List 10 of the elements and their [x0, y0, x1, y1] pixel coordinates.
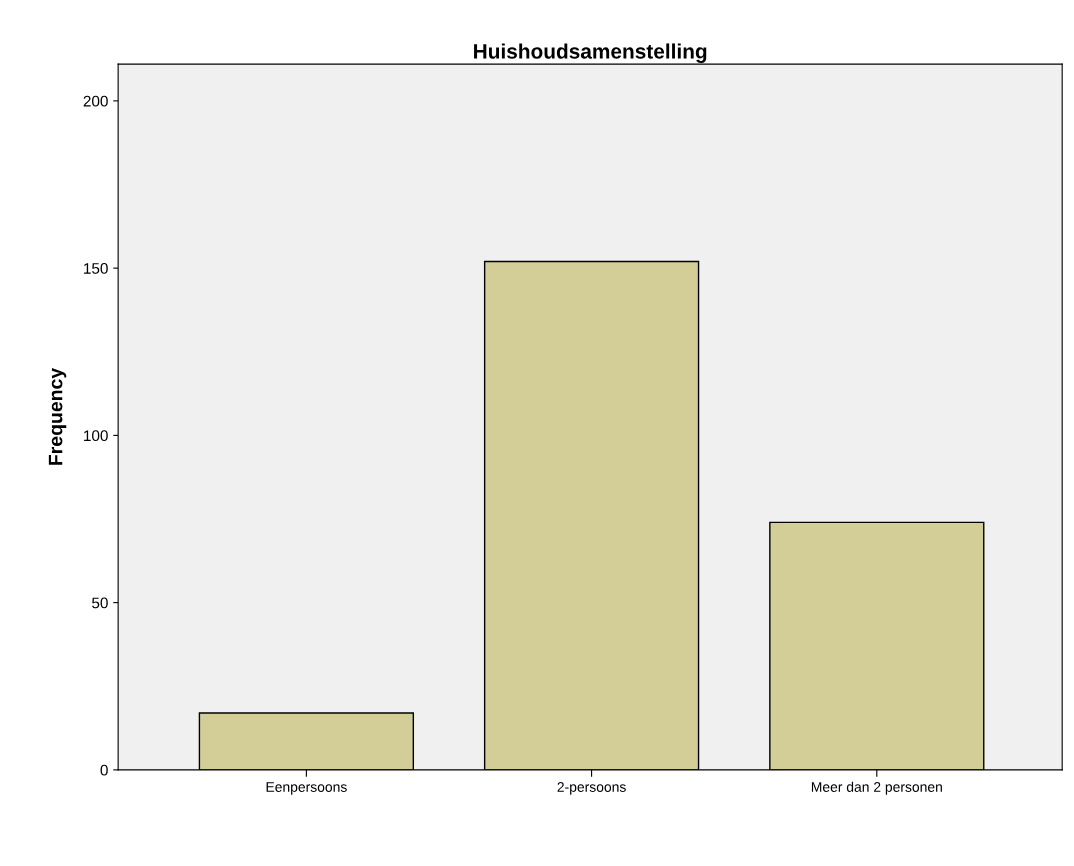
- y-tick-label: 100: [84, 430, 108, 442]
- x-tick-label: Meer dan 2 personen: [811, 781, 942, 795]
- y-tick-label: 50: [92, 597, 108, 609]
- chart-title: Huishoudsamenstelling: [474, 43, 707, 63]
- x-tick-label: 2-persoons: [557, 782, 626, 795]
- y-tick-label: 200: [83, 95, 108, 107]
- y-axis-title: Frequency: [48, 367, 67, 465]
- x-tick-label: Eenpersoons: [266, 782, 347, 795]
- y-tick-label: 150: [84, 263, 108, 274]
- y-tick-label: 0: [100, 764, 108, 776]
